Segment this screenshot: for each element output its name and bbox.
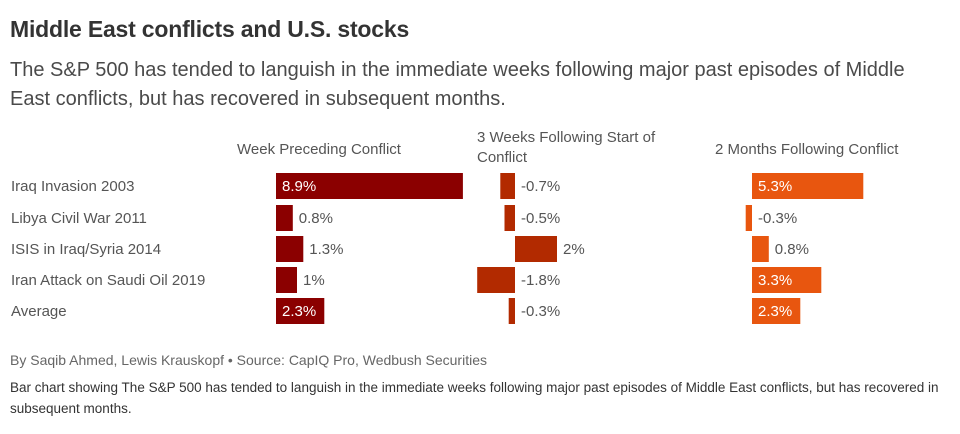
bar xyxy=(752,267,822,293)
data-label: 2.3% xyxy=(282,303,316,320)
bar xyxy=(477,267,515,293)
data-label: 3.3% xyxy=(758,272,792,289)
bar xyxy=(276,298,325,324)
bar xyxy=(752,173,864,199)
bar xyxy=(276,173,463,199)
bar-chart: Iraq Invasion 2003 Libya Civil War 2011 IS… xyxy=(11,129,899,324)
data-label: -0.5% xyxy=(521,210,560,227)
chart-title: Middle East conflicts and U.S. stocks xyxy=(10,16,410,42)
row-label: Iraq Invasion 2003 xyxy=(11,178,134,195)
data-label: -0.7% xyxy=(521,178,560,195)
data-label: -0.3% xyxy=(758,210,797,227)
row-label: Average xyxy=(11,303,67,320)
data-label: 1.3% xyxy=(309,241,343,258)
bar xyxy=(752,236,769,262)
bar xyxy=(745,205,752,231)
data-label: 1% xyxy=(303,272,325,289)
data-label: 2% xyxy=(563,241,585,258)
bar xyxy=(500,173,515,199)
data-label: 2.3% xyxy=(758,303,792,320)
chart-subtitle: The S&P 500 has tended to languish in th… xyxy=(10,59,905,110)
panel-header: 3 Weeks Following Start of xyxy=(477,129,656,146)
bar xyxy=(276,267,297,293)
bar xyxy=(276,205,293,231)
data-label: 0.8% xyxy=(299,210,333,227)
byline: By Saqib Ahmed, Lewis Krauskopf • Source… xyxy=(10,352,487,368)
data-label: 0.8% xyxy=(775,241,809,258)
data-label: 5.3% xyxy=(758,178,792,195)
panel-header: Conflict xyxy=(477,149,528,166)
panel-header: 2 Months Following Conflict xyxy=(715,141,899,158)
bar xyxy=(515,236,557,262)
panel-header: Week Preceding Conflict xyxy=(237,141,402,158)
data-label: -1.8% xyxy=(521,272,560,289)
bar xyxy=(508,298,515,324)
row-label: ISIS in Iraq/Syria 2014 xyxy=(11,241,161,258)
row-label: Iran Attack on Saudi Oil 2019 xyxy=(11,272,205,289)
bar xyxy=(504,205,515,231)
chart-description: Bar chart showing The S&P 500 has tended… xyxy=(10,380,939,416)
data-label: 8.9% xyxy=(282,178,316,195)
row-label: Libya Civil War 2011 xyxy=(11,210,147,227)
data-label: -0.3% xyxy=(521,303,560,320)
bar xyxy=(276,236,304,262)
bar xyxy=(752,298,801,324)
